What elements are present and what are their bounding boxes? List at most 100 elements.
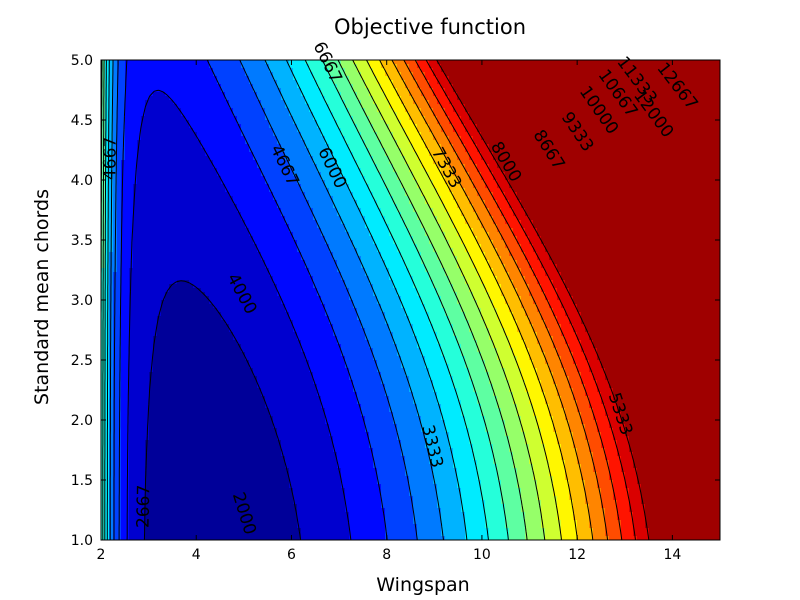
- contour-cell: [165, 256, 170, 261]
- contour-cell: [169, 180, 174, 185]
- contour-cell: [169, 60, 174, 65]
- contour-cell: [197, 508, 202, 513]
- contour-cell: [105, 64, 110, 69]
- contour-cell: [165, 440, 170, 445]
- contour-cell: [197, 488, 202, 493]
- contour-cell: [169, 136, 174, 141]
- contour-cell: [197, 116, 202, 121]
- contour-cell: [253, 428, 258, 433]
- contour-cell: [245, 536, 250, 540]
- contour-cell: [229, 208, 234, 213]
- contour-cell: [185, 240, 190, 245]
- contour-cell: [133, 272, 138, 277]
- contour-cell: [157, 212, 162, 217]
- contour-cell: [229, 200, 234, 205]
- contour-cell: [137, 300, 142, 305]
- contour-cell: [181, 340, 186, 345]
- contour-cell: [205, 408, 210, 413]
- contour-cell: [105, 244, 110, 249]
- contour-cell: [193, 228, 198, 233]
- contour-cell: [265, 308, 270, 313]
- contour-cell: [249, 432, 254, 437]
- contour-cell: [197, 196, 202, 201]
- contour-cell: [261, 424, 266, 429]
- contour-cell: [113, 488, 118, 493]
- contour-cell: [253, 268, 258, 273]
- contour-cell: [245, 184, 250, 189]
- contour-cell: [177, 60, 182, 65]
- contour-cell: [185, 416, 190, 421]
- contour-cell: [201, 148, 206, 153]
- contour-cell: [205, 364, 210, 369]
- contour-cell: [237, 132, 242, 137]
- contour-cell: [193, 224, 198, 229]
- contour-cell: [145, 128, 150, 133]
- contour-cell: [229, 168, 234, 173]
- contour-cell: [177, 512, 182, 517]
- contour-cell: [189, 72, 194, 77]
- contour-cell: [253, 508, 258, 513]
- contour-cell: [149, 260, 154, 265]
- contour-cell: [161, 408, 166, 413]
- contour-cell: [225, 312, 230, 317]
- contour-cell: [161, 396, 166, 401]
- contour-cell: [197, 204, 202, 209]
- contour-cell: [213, 280, 218, 285]
- contour-cell: [165, 384, 170, 389]
- contour-cell: [265, 176, 270, 181]
- contour-cell: [157, 288, 162, 293]
- contour-cell: [117, 140, 122, 145]
- contour-cell: [145, 104, 150, 109]
- contour-cell: [153, 416, 158, 421]
- contour-cell: [153, 468, 158, 473]
- contour-cell: [213, 332, 218, 337]
- contour-cell: [193, 252, 198, 257]
- contour-cell: [185, 112, 190, 117]
- contour-cell: [133, 136, 138, 141]
- contour-cell: [229, 284, 234, 289]
- contour-cell: [237, 240, 242, 245]
- contour-cell: [201, 416, 206, 421]
- contour-cell: [141, 536, 146, 540]
- contour-cell: [117, 204, 122, 209]
- contour-cell: [221, 420, 226, 425]
- contour-cell: [249, 172, 254, 177]
- contour-cell: [121, 360, 126, 365]
- contour-cell: [113, 412, 118, 417]
- contour-cell: [233, 280, 238, 285]
- contour-cell: [173, 380, 178, 385]
- contour-cell: [253, 216, 258, 221]
- contour-cell: [129, 516, 134, 521]
- contour-cell: [133, 128, 138, 133]
- contour-cell: [241, 532, 246, 537]
- contour-cell: [157, 404, 162, 409]
- contour-cell: [233, 348, 238, 353]
- contour-cell: [117, 220, 122, 225]
- contour-cell: [105, 260, 110, 265]
- contour-cell: [229, 112, 234, 117]
- contour-cell: [237, 316, 242, 321]
- contour-cell: [153, 532, 158, 537]
- contour-cell: [105, 212, 110, 217]
- contour-cell: [265, 172, 270, 177]
- contour-cell: [165, 112, 170, 117]
- contour-cell: [225, 520, 230, 525]
- contour-cell: [141, 504, 146, 509]
- contour-cell: [141, 484, 146, 489]
- contour-cell: [173, 396, 178, 401]
- contour-cell: [117, 164, 122, 169]
- contour-cell: [233, 408, 238, 413]
- contour-cell: [253, 88, 258, 93]
- contour-cell: [169, 368, 174, 373]
- contour-cell: [221, 496, 226, 501]
- contour-cell: [261, 76, 266, 81]
- contour-cell: [245, 436, 250, 441]
- contour-cell: [193, 196, 198, 201]
- contour-cell: [189, 364, 194, 369]
- contour-cell: [205, 392, 210, 397]
- contour-cell: [185, 296, 190, 301]
- contour-cell: [197, 392, 202, 397]
- contour-cell: [121, 232, 126, 237]
- contour-cell: [245, 512, 250, 517]
- contour-cell: [241, 300, 246, 305]
